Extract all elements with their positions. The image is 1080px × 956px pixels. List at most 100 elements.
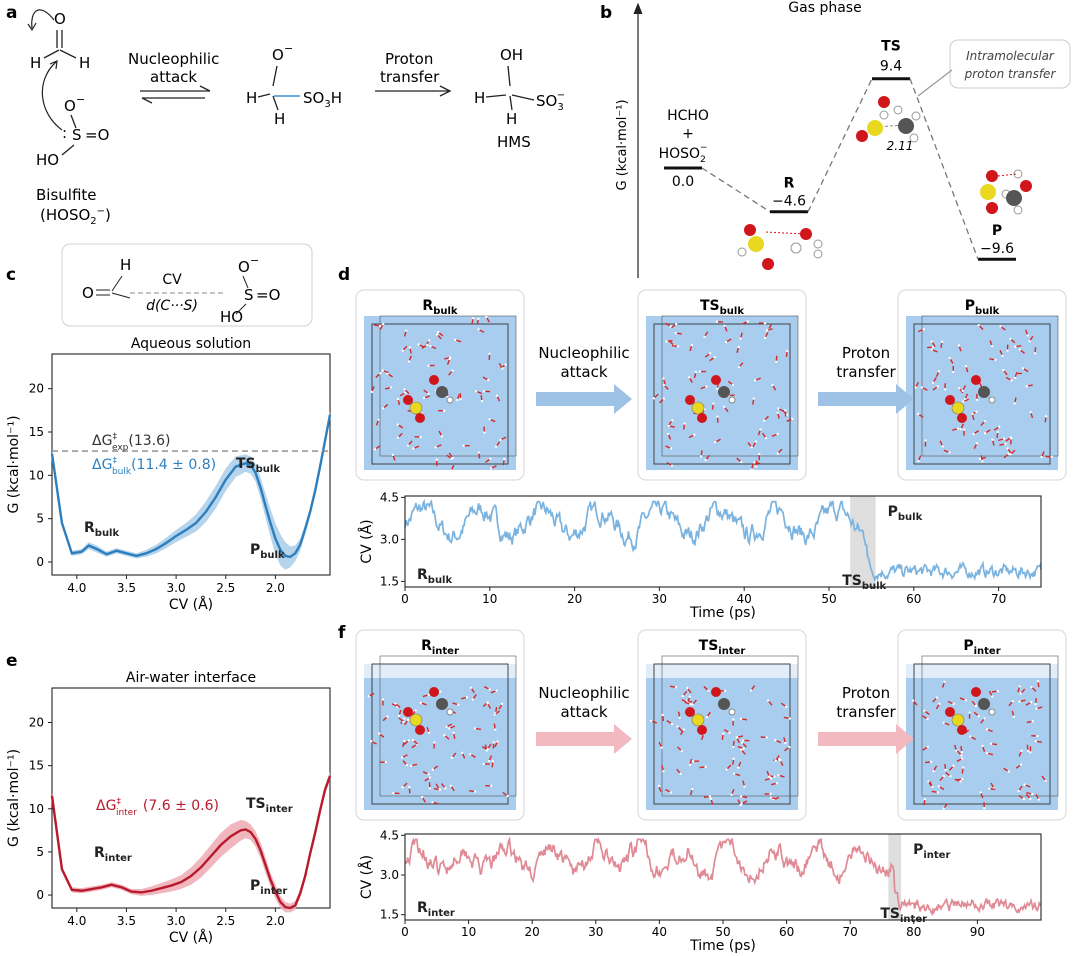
water-h [472, 316, 475, 320]
trace-xtick-label-30: 30 [652, 592, 667, 606]
water-h [494, 728, 497, 731]
error-band-c [52, 410, 330, 570]
curved-arrow-1 [31, 9, 55, 29]
panel-b-title: Gas phase [788, 0, 861, 16]
water-h [732, 745, 735, 749]
ytick-label-c-0: 0 [36, 555, 44, 569]
molecule-ts [856, 96, 921, 143]
sim-box-front-0 [371, 663, 509, 805]
water-h [680, 749, 683, 753]
water-h [1014, 376, 1017, 380]
water-h [669, 791, 672, 794]
water-h [1018, 700, 1021, 703]
water-h [435, 458, 439, 461]
water-h [1031, 792, 1034, 796]
svg-text:H: H [506, 110, 517, 128]
water-h [662, 377, 665, 380]
water-h [1044, 415, 1048, 418]
water-h [743, 785, 746, 788]
water-h [742, 747, 745, 750]
water-h [996, 430, 1000, 434]
ytick-label-e-15: 15 [29, 759, 44, 773]
energy-value-0: 0.0 [672, 174, 694, 190]
water-h [927, 780, 930, 783]
water-h [753, 461, 756, 464]
transition-arrowhead-0 [614, 724, 632, 754]
water-h [750, 468, 753, 471]
water-h [379, 372, 382, 375]
water-h [724, 340, 728, 344]
water-h [956, 427, 960, 430]
ytick-label-c-20: 20 [29, 382, 44, 396]
water-h [666, 432, 670, 436]
water-h [1030, 685, 1033, 689]
label-P-bulk: Pbulk [250, 542, 285, 561]
water-h [754, 440, 758, 443]
panel-label-b: b [600, 3, 612, 23]
water-h [437, 330, 440, 334]
water-h [419, 701, 423, 705]
water-h [451, 456, 454, 460]
water-h [679, 772, 682, 776]
snapshot-label-1: TSinter [699, 638, 746, 657]
water-h [674, 322, 678, 326]
water-h [474, 390, 478, 393]
trace-xtick-label-0: 0 [401, 592, 409, 606]
water-h [753, 379, 757, 382]
water-box-2 [906, 678, 1058, 810]
water-h [926, 745, 930, 749]
transition-arrow-1 [818, 732, 898, 746]
water-h [1026, 334, 1029, 337]
water-h [1050, 455, 1053, 458]
water-h [480, 399, 484, 403]
water-h [977, 714, 980, 718]
water-h [1023, 783, 1026, 786]
water-h [429, 344, 432, 348]
label-TS-inter: TSinter [246, 796, 293, 815]
water-h [1007, 770, 1010, 773]
water-h [752, 397, 755, 400]
plot-frame-c [51, 353, 331, 576]
sim-box-back-2 [921, 315, 1059, 457]
xlabel-e: CV (Å) [169, 929, 213, 946]
water-h [694, 370, 698, 374]
water-h [721, 732, 725, 736]
water-h [961, 389, 964, 392]
water-h [769, 777, 773, 780]
water-h [473, 727, 477, 730]
ytick-label-c-10: 10 [29, 468, 44, 482]
water-h [952, 370, 955, 374]
water-h [926, 717, 929, 721]
sim-box-back-1 [661, 655, 799, 797]
water-h [991, 695, 994, 698]
molecule-p [980, 169, 1032, 215]
water-h [419, 435, 422, 439]
water-h [949, 774, 952, 778]
svg-text:SO3H: SO3H [303, 89, 342, 110]
arrow-label-0b: attack [560, 703, 607, 721]
transition-arrowhead-0 [614, 384, 632, 414]
water-h [462, 444, 465, 447]
snapshot-label-1: TSbulk [700, 298, 744, 317]
oxygen-atom-1 [685, 707, 695, 717]
water-h [495, 689, 498, 692]
arrow-label-1: Proton [842, 684, 890, 702]
water-h [705, 385, 708, 388]
trace-xtick-label-10: 10 [461, 925, 476, 939]
water-h [402, 717, 406, 720]
water-h [960, 754, 963, 757]
snapshot-label-0: Rbulk [422, 298, 457, 317]
trace-xtick-label-60: 60 [906, 592, 921, 606]
water-h [728, 731, 731, 734]
water-h [923, 709, 926, 712]
svg-text:(HOSO2−): (HOSO2−) [40, 206, 111, 227]
trace-ytick-label-3.0: 3.0 [380, 532, 399, 546]
arrow-label-0: Nucleophilic [538, 344, 629, 362]
water-h [931, 381, 935, 384]
water-h [930, 348, 933, 351]
water-h [989, 742, 993, 745]
water-h [1031, 719, 1034, 723]
water-h [451, 369, 454, 372]
water-h [1029, 751, 1032, 754]
water-h [1026, 749, 1030, 752]
